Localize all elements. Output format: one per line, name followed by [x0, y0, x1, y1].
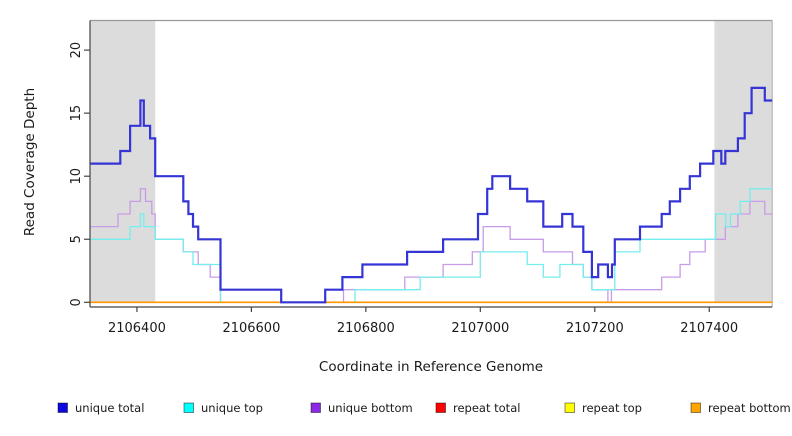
y-tick-label: 0 [69, 298, 84, 306]
legend: unique total unique top unique bottom repea… [57, 401, 791, 415]
y-tick-label: 15 [69, 105, 84, 122]
legend-label-unique-top: unique top [201, 401, 263, 415]
coverage-step-lines [90, 86, 773, 304]
legend-label-repeat-top: repeat top [582, 401, 642, 415]
legend-swatch-repeat-total [435, 402, 446, 413]
legend-swatch-unique-total [57, 402, 68, 413]
y-tick-label: 20 [69, 42, 84, 59]
x-tick-label: 2107400 [680, 321, 738, 336]
legend-label-unique-bottom: unique bottom [328, 401, 413, 415]
y-tick-label: 10 [69, 168, 84, 185]
series-line-unique-top [90, 188, 773, 303]
left-gray-band [90, 20, 156, 303]
x-axis-title: Coordinate in Reference Genome [319, 359, 543, 375]
x-tick-label: 2106800 [337, 321, 395, 336]
shaded-repeat-regions [90, 20, 773, 303]
plot-box [90, 19, 773, 307]
legend-swatch-repeat-top [564, 402, 575, 413]
x-tick-label: 2107200 [566, 321, 624, 336]
legend-label-unique-total: unique total [75, 401, 144, 415]
legend-swatch-unique-bottom [310, 402, 321, 413]
y-axis-title: Read Coverage Depth [22, 88, 38, 236]
legend-label-repeat-bottom: repeat bottom [708, 401, 791, 415]
series-line-unique-bottom [90, 188, 773, 303]
x-axis: 2106400 2106600 2106800 2107000 2107200 21074… [90, 306, 773, 336]
right-gray-band [714, 20, 773, 303]
y-axis: 0 5 10 15 20 [69, 20, 91, 307]
y-tick-label: 5 [69, 235, 84, 243]
legend-swatch-repeat-bottom [690, 402, 701, 413]
x-tick-label: 2106600 [222, 321, 280, 336]
legend-label-repeat-total: repeat total [453, 401, 520, 415]
series-line-unique-total [90, 86, 773, 304]
x-tick-label: 2106400 [108, 321, 166, 336]
x-tick-label: 2107000 [451, 321, 509, 336]
legend-swatch-unique-top [183, 402, 194, 413]
